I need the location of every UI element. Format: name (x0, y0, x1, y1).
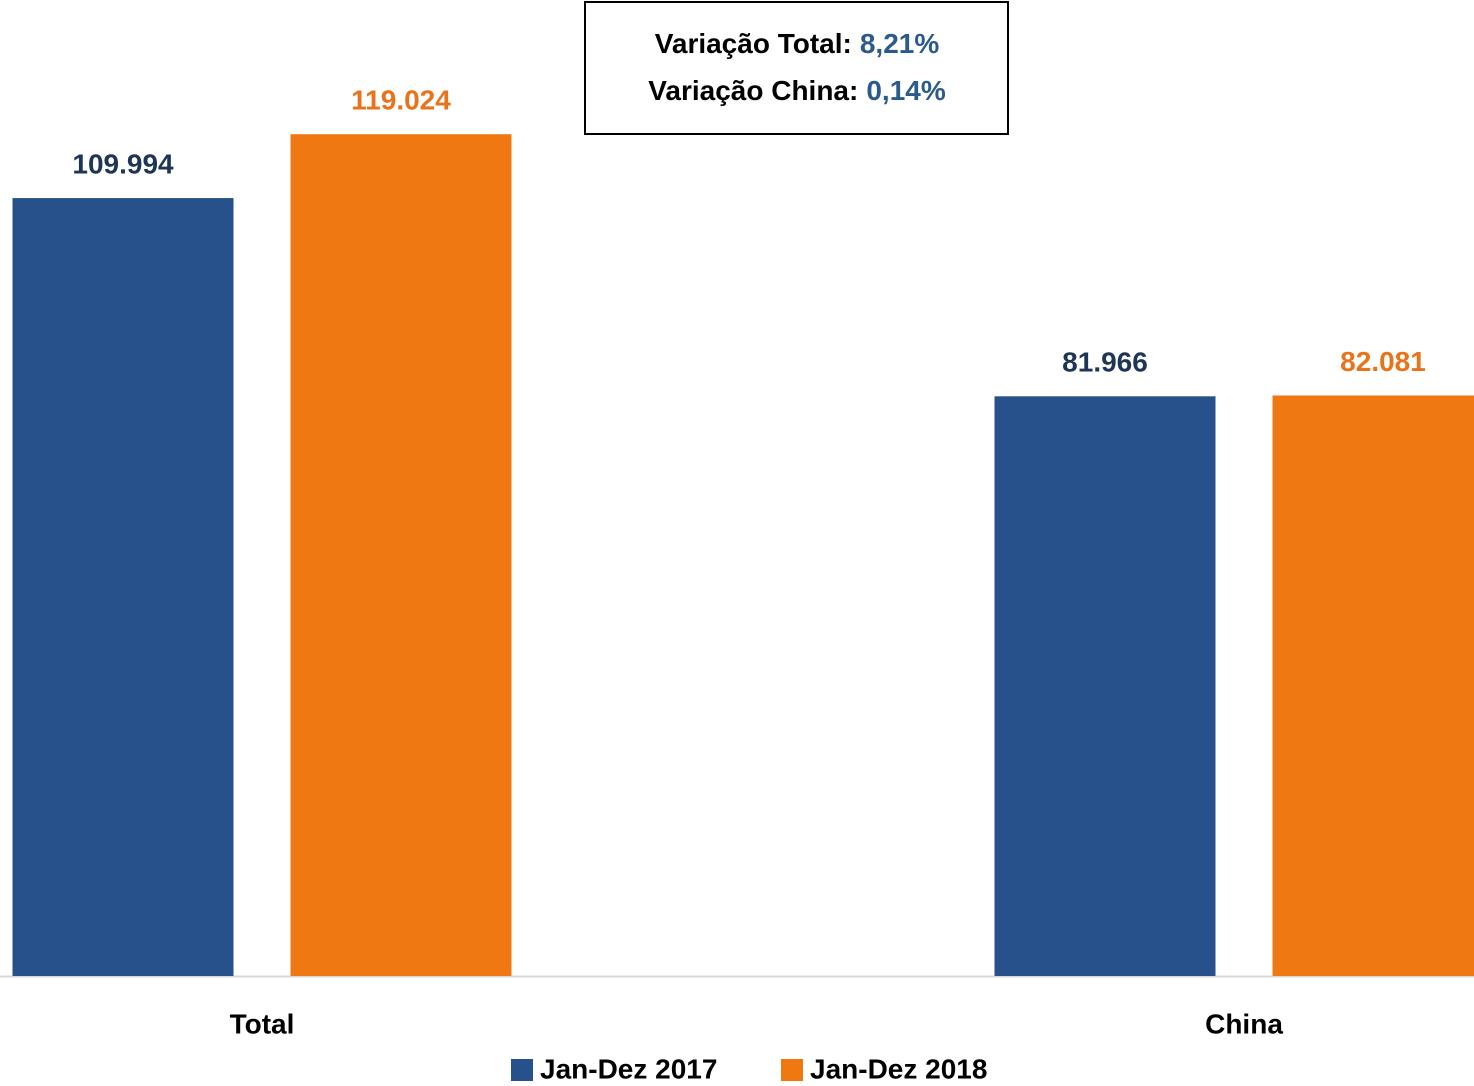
data-label: 119.024 (351, 85, 451, 116)
bar (12, 198, 234, 977)
bar (290, 134, 512, 976)
annotation: Variação China: 0,14% (648, 75, 946, 106)
annotation: Variação Total: 8,21% (655, 28, 940, 59)
data-label: 109.994 (72, 148, 174, 179)
annotation-text: Variação Total: (655, 28, 852, 59)
legend-swatch (511, 1059, 533, 1081)
data-label: 81.966 (1062, 347, 1148, 378)
annotation-value: 8,21% (860, 28, 939, 59)
x-tick-label: Total (230, 1008, 295, 1039)
bar (994, 396, 1216, 976)
annotation-value: 0,14% (866, 75, 945, 106)
data-label: 82.081 (1340, 346, 1426, 377)
legend-swatch (781, 1059, 803, 1081)
annotation-text: Variação China: (648, 75, 858, 106)
annotation-box (584, 1, 1009, 135)
legend-label: Jan-Dez 2017 (540, 1053, 717, 1084)
legend-label: Jan-Dez 2018 (810, 1053, 987, 1084)
bar (1272, 395, 1474, 976)
x-tick-label: China (1205, 1008, 1283, 1039)
